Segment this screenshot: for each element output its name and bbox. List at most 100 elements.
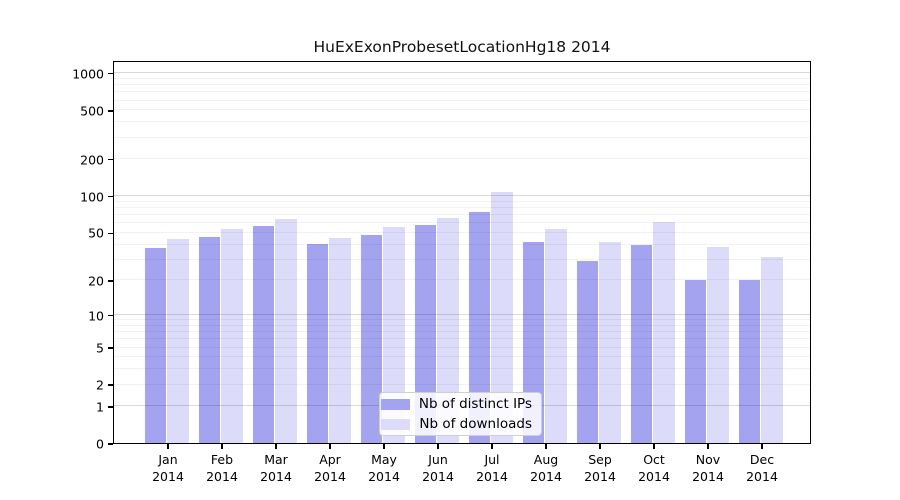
x-tick-mark-jan (167, 443, 169, 449)
x-tick-mark-may (383, 443, 385, 449)
minor-gridline-900 (114, 77, 810, 79)
chart-title: HuExExonProbesetLocationHg18 2014 (313, 38, 611, 56)
x-tick-mark-apr (329, 443, 331, 449)
bar-ips-apr (306, 244, 328, 443)
minor-gridline-40 (114, 243, 810, 245)
minor-gridline-20 (114, 279, 810, 281)
y-tick-label-10: 10 (88, 308, 104, 323)
y-tick-mark-50 (108, 232, 113, 234)
y-tick-label-1000: 1000 (72, 66, 104, 82)
bar-ips-may (360, 234, 382, 443)
minor-gridline-7 (114, 331, 810, 333)
x-tick-label-feb: Feb 2014 (206, 452, 238, 484)
legend: Nb of distinct IPs Nb of downloads (379, 392, 542, 436)
minor-gridline-30 (114, 258, 810, 260)
x-tick-mark-feb (221, 443, 223, 449)
minor-gridline-700 (114, 91, 810, 93)
minor-gridline-800 (114, 84, 810, 86)
x-tick-mark-sep (599, 443, 601, 449)
x-tick-label-jan: Jan 2014 (152, 452, 184, 484)
minor-gridline-50 (114, 231, 810, 233)
bar-downloads-nov (707, 246, 729, 443)
minor-gridline-8 (114, 324, 810, 326)
bar-downloads-dec (761, 257, 783, 443)
minor-gridline-600 (114, 99, 810, 101)
bar-downloads-feb (221, 229, 243, 443)
bar-ips-dec (738, 279, 760, 443)
minor-gridline-6 (114, 338, 810, 340)
bar-downloads-aug (545, 229, 567, 443)
y-tick-mark-2 (108, 384, 113, 386)
y-tick-mark-100 (108, 196, 113, 198)
x-tick-mark-nov (707, 443, 709, 449)
y-tick-label-200: 200 (80, 152, 104, 168)
minor-gridline-500 (114, 109, 810, 111)
minor-gridline-9 (114, 319, 810, 321)
bar-ips-nov (684, 279, 706, 443)
bar-downloads-jun (437, 217, 459, 443)
x-tick-label-apr: Apr 2014 (314, 452, 346, 484)
major-gridline-10 (114, 314, 810, 315)
legend-swatch-downloads (381, 418, 411, 430)
minor-gridline-60 (114, 222, 810, 224)
bar-downloads-sep (599, 241, 621, 443)
x-tick-label-dec: Dec 2014 (746, 452, 778, 484)
bar-ips-feb (198, 236, 220, 443)
y-tick-label-0: 0 (96, 436, 104, 452)
minor-gridline-80 (114, 207, 810, 208)
bar-downloads-jul (491, 191, 513, 443)
y-tick-label-50: 50 (88, 225, 104, 241)
y-tick-label-20: 20 (88, 273, 104, 289)
x-tick-mark-jul (491, 443, 493, 449)
minor-gridline-90 (114, 200, 810, 202)
y-tick-mark-10 (108, 314, 113, 317)
minor-gridline-2 (114, 383, 810, 385)
x-tick-mark-oct (653, 443, 655, 449)
bar-ips-jul (468, 211, 490, 443)
y-tick-label-100: 100 (80, 189, 104, 205)
legend-row-downloads: Nb of downloads (381, 416, 532, 432)
legend-label-ips: Nb of distinct IPs (418, 396, 532, 412)
y-tick-mark-5 (108, 347, 113, 349)
bar-downloads-oct (653, 221, 675, 443)
y-tick-mark-200 (108, 159, 113, 161)
x-tick-label-sep: Sep 2014 (584, 452, 616, 484)
y-tick-mark-0 (108, 443, 113, 445)
x-tick-label-mar: Mar 2014 (260, 452, 292, 484)
x-tick-mark-mar (275, 443, 277, 449)
x-tick-label-oct: Oct 2014 (638, 452, 670, 484)
y-tick-mark-500 (108, 110, 113, 112)
x-tick-label-aug: Aug 2014 (530, 452, 562, 484)
y-tick-label-500: 500 (80, 103, 104, 119)
y-tick-mark-20 (108, 280, 113, 282)
legend-label-downloads: Nb of downloads (419, 416, 532, 432)
bar-ips-jun (414, 225, 436, 443)
bar-downloads-mar (275, 219, 297, 443)
bar-downloads-may (383, 227, 405, 443)
x-tick-label-jul: Jul 2014 (476, 452, 508, 484)
minor-gridline-300 (114, 136, 810, 138)
bar-ips-sep (576, 260, 598, 443)
minor-gridline-70 (114, 214, 810, 216)
major-gridline-1000 (114, 72, 810, 74)
x-tick-mark-dec (761, 443, 763, 449)
minor-gridline-400 (114, 121, 810, 123)
x-tick-mark-aug (545, 443, 547, 449)
bar-downloads-jan (167, 239, 189, 443)
legend-swatch-ips (380, 398, 410, 410)
y-tick-label-5: 5 (96, 340, 104, 356)
y-tick-label-2: 2 (96, 377, 104, 393)
x-tick-label-may: May 2014 (368, 452, 400, 484)
minor-gridline-200 (114, 158, 810, 160)
y-tick-mark-1000 (108, 73, 113, 75)
x-tick-label-nov: Nov 2014 (692, 452, 724, 484)
bar-ips-jan (144, 248, 166, 443)
bar-ips-mar (252, 226, 274, 443)
minor-gridline-5 (114, 346, 810, 348)
y-tick-label-1: 1 (96, 399, 104, 415)
bar-ips-oct (630, 245, 652, 443)
x-tick-label-jun: Jun 2014 (422, 452, 454, 484)
major-gridline-100 (114, 195, 810, 197)
plot-area (113, 61, 811, 444)
